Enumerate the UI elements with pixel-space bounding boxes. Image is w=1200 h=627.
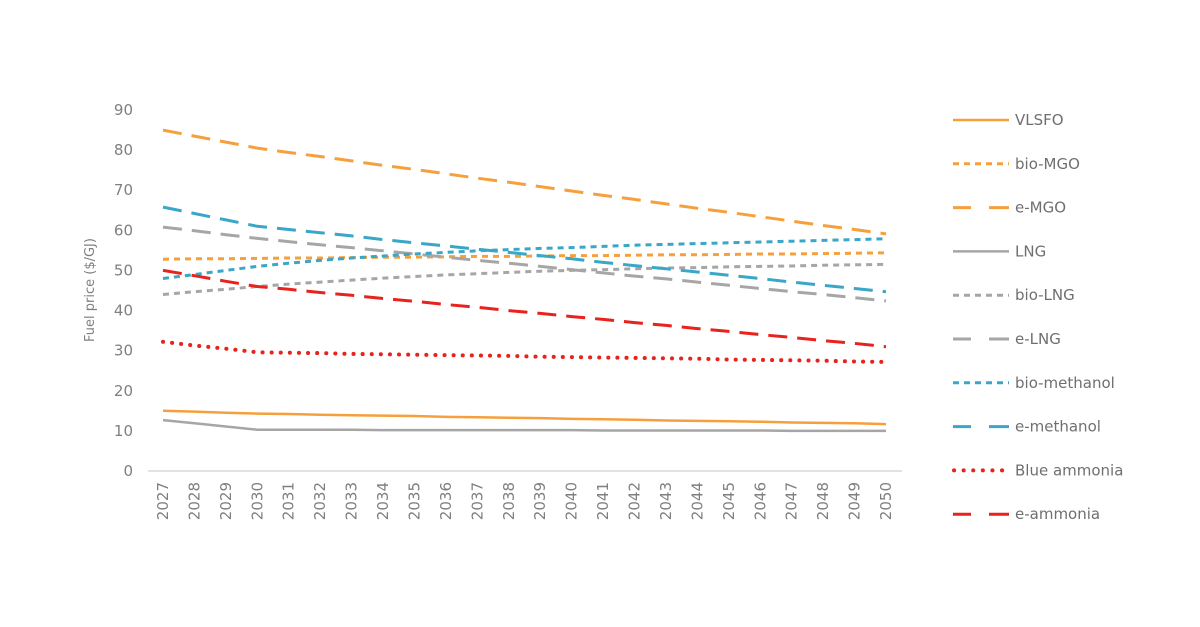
x-tick-label: 2037 (468, 482, 486, 520)
x-tick-label: 2031 (280, 482, 298, 520)
legend-item: e-MGO (953, 199, 1066, 217)
y-axis: 0 10 20 30 40 50 60 70 80 90 (114, 101, 133, 480)
x-tick-label: 2049 (846, 482, 864, 520)
legend-label: e-LNG (1015, 330, 1061, 348)
series-line-e-lng (162, 225, 887, 303)
legend-item: e-methanol (953, 418, 1101, 436)
x-tick-label: 2028 (185, 482, 203, 520)
y-tick-label: 90 (114, 101, 133, 119)
legend-item: e-LNG (953, 330, 1061, 348)
legend-item: e-ammonia (953, 505, 1100, 523)
series-line-bio-methanol (162, 237, 887, 280)
x-tick-label: 2032 (311, 482, 329, 520)
series-line-e-mgo (162, 128, 887, 236)
x-tick-label: 2027 (154, 482, 172, 520)
legend-label: VLSFO (1015, 111, 1064, 129)
y-tick-label: 70 (114, 181, 133, 199)
legend-label: e-ammonia (1015, 505, 1100, 523)
legend-item: LNG (953, 242, 1046, 260)
x-tick-label: 2048 (814, 482, 832, 520)
x-tick-label: 2044 (688, 482, 706, 520)
x-tick-label: 2036 (437, 482, 455, 520)
series-line-blue-ammonia (161, 339, 888, 364)
x-axis: 2027 2028 2029 2030 2031 2032 2033 2034 2035 2036… (154, 482, 895, 520)
series-line-e-methanol (162, 205, 887, 294)
legend-label: bio-methanol (1015, 374, 1115, 392)
x-tick-label: 2042 (626, 482, 644, 520)
x-tick-label: 2041 (594, 482, 612, 520)
x-tick-label: 2043 (657, 482, 675, 520)
x-tick-label: 2029 (217, 482, 235, 520)
legend-item: Blue ammonia (952, 461, 1123, 479)
legend: VLSFO bio-MGO e-MGO LNG bio-LNG e-LNG bio-meth… (952, 111, 1123, 523)
y-axis-label: Fuel price ($/GJ) (83, 238, 98, 342)
series-line-vlsfo (162, 409, 887, 426)
series-line-e-ammonia (162, 268, 887, 349)
y-tick-label: 40 (114, 302, 133, 320)
plot-area (161, 128, 888, 433)
legend-item: VLSFO (953, 111, 1064, 129)
y-tick-label: 0 (123, 462, 133, 480)
y-tick-label: 60 (114, 221, 133, 239)
x-tick-label: 2045 (720, 482, 738, 520)
series-line-lng (162, 418, 886, 433)
legend-label: e-methanol (1015, 418, 1101, 436)
y-tick-label: 50 (114, 261, 133, 279)
x-tick-label: 2038 (500, 482, 518, 520)
legend-label: Blue ammonia (1015, 461, 1123, 479)
x-tick-label: 2039 (531, 482, 549, 520)
legend-label: e-MGO (1015, 199, 1066, 217)
x-tick-label: 2047 (783, 482, 801, 520)
y-tick-label: 10 (114, 422, 133, 440)
legend-label: LNG (1015, 242, 1046, 260)
x-tick-label: 2033 (343, 482, 361, 520)
legend-item: bio-LNG (953, 286, 1075, 304)
x-tick-label: 2040 (563, 482, 581, 520)
x-tick-label: 2046 (751, 482, 769, 520)
y-tick-label: 80 (114, 141, 133, 159)
x-tick-label: 2034 (374, 482, 392, 520)
x-tick-label: 2035 (405, 482, 423, 520)
legend-label: bio-LNG (1015, 286, 1075, 304)
x-tick-label: 2030 (248, 482, 266, 520)
y-tick-label: 30 (114, 342, 133, 360)
legend-label: bio-MGO (1015, 155, 1080, 173)
x-tick-label: 2050 (877, 482, 895, 520)
legend-item: bio-methanol (953, 374, 1115, 392)
legend-item: bio-MGO (953, 155, 1080, 173)
y-tick-label: 20 (114, 382, 133, 400)
